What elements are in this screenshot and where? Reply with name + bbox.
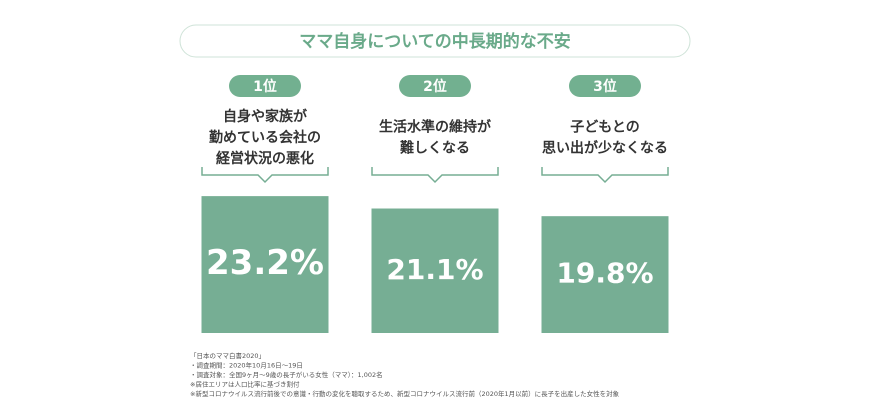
note: ・調査対象：全国9ヶ月〜9歳の長子がいる女性（ママ）：1,002名 [190, 370, 383, 379]
description: 思い出が少なくなる [542, 140, 668, 157]
description: 自身や家族が [223, 108, 308, 125]
description: 勤めている会社の [209, 129, 321, 146]
bracket [541, 167, 669, 184]
bar [541, 216, 669, 333]
value-label: 21.1% [386, 253, 483, 286]
bar [201, 196, 329, 333]
note: ※居住エリアは人口比率に基づき割付 [190, 380, 300, 389]
description: 子どもとの [570, 120, 640, 136]
chart-title: ママ自身についての中長期的な不安 [299, 31, 571, 52]
description: 経営状況の悪化 [216, 150, 314, 167]
bar [371, 208, 499, 333]
note: ※新型コロナウイルス流行前後での意識・行動の変化を聴取するため、新型コロナウイル… [190, 389, 620, 398]
note: 「日本のママ白書2020」 [190, 351, 265, 360]
description: 難しくなる [400, 140, 470, 157]
value-label: 19.8% [556, 257, 653, 290]
rank-pill [399, 75, 471, 97]
bracket [201, 167, 329, 184]
rank-label: 1位 [253, 78, 277, 95]
rank-pill [569, 75, 641, 97]
value-label: 23.2% [206, 243, 324, 283]
rank-label: 2位 [423, 78, 447, 95]
description: 生活水準の維持が [379, 119, 492, 136]
title-pill [179, 24, 691, 58]
rank-label: 3位 [593, 78, 617, 95]
rank-pill [229, 75, 301, 97]
bracket [371, 167, 499, 184]
note: ・調査期間：2020年10月16日〜19日 [190, 361, 303, 370]
